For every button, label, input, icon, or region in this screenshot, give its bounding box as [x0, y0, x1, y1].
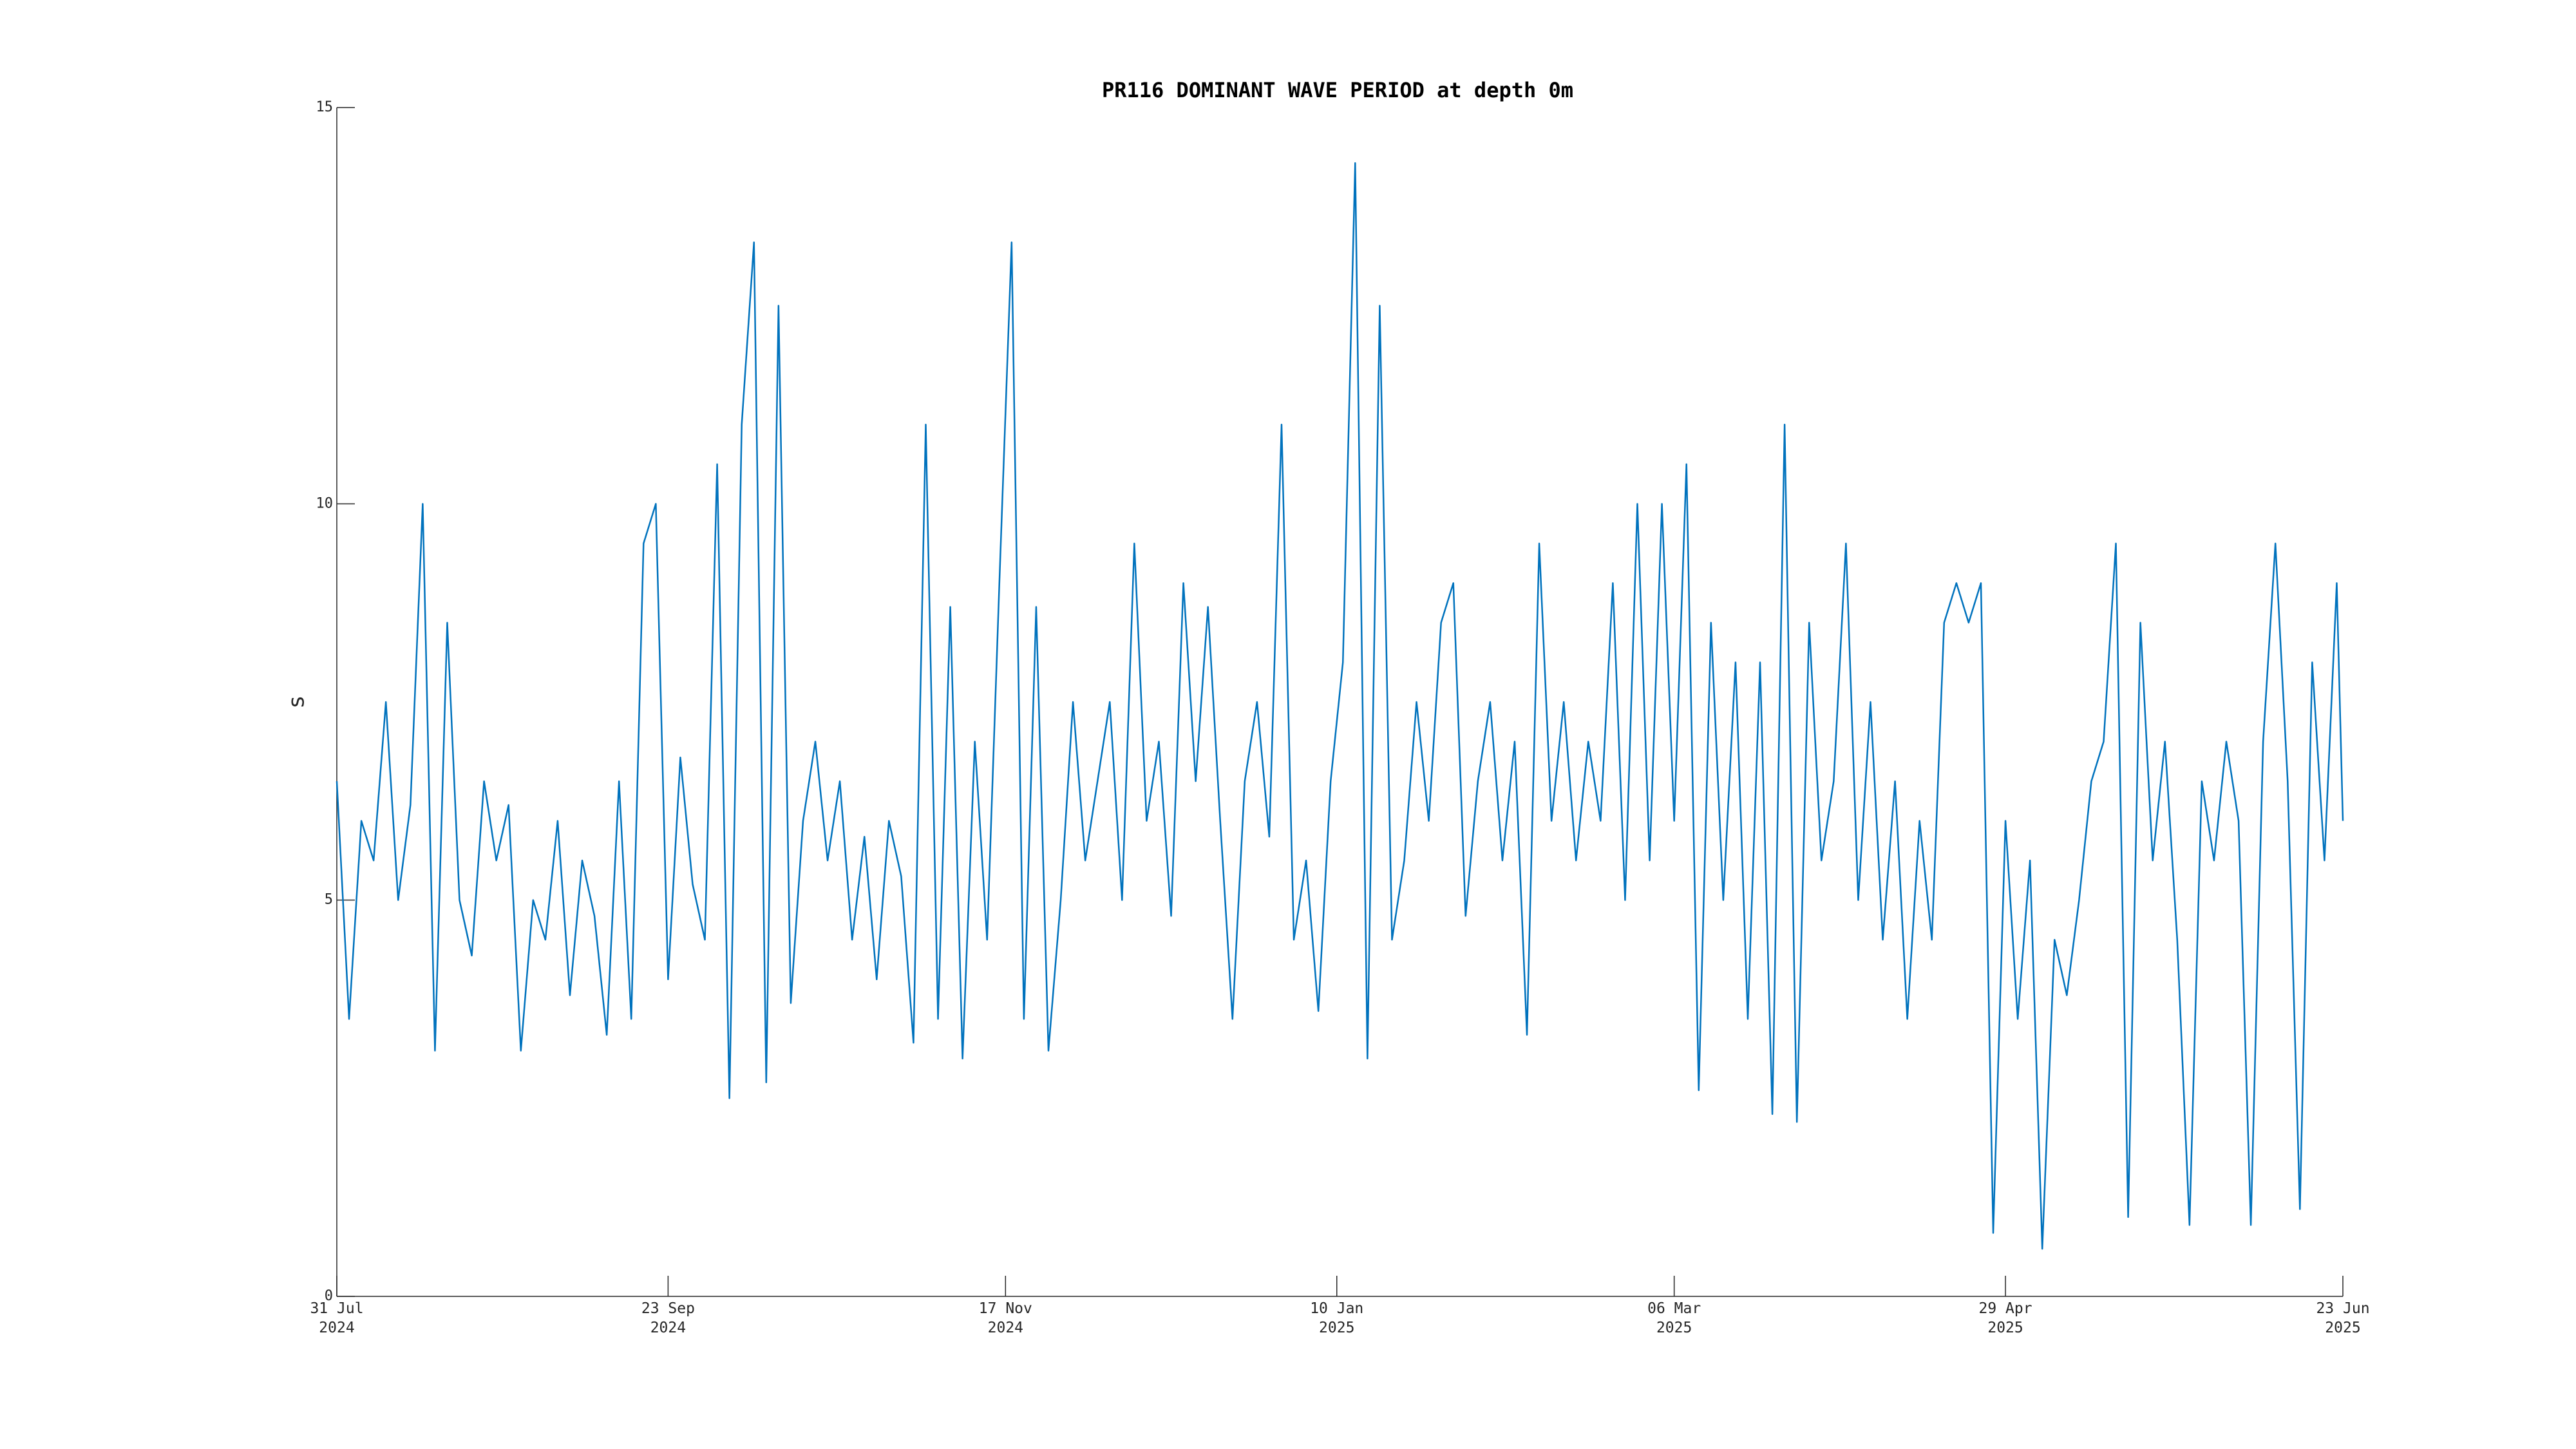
data-line: [336, 162, 2344, 1250]
y-axis-label: s: [284, 696, 310, 708]
x-tick-label: 17 Nov 2024: [978, 1300, 1032, 1336]
x-tick-label: 23 Sep 2024: [641, 1300, 695, 1336]
x-tick-label: 29 Apr 2025: [1978, 1300, 2032, 1336]
y-tick-label: 0: [325, 1288, 333, 1304]
y-tick-label: 5: [325, 892, 333, 908]
y-tick-label: 15: [316, 99, 334, 115]
x-tick-label: 06 Mar 2025: [1647, 1300, 1701, 1336]
x-tick-label: 10 Jan 2025: [1310, 1300, 1364, 1336]
x-tick-label: 31 Jul 2024: [310, 1300, 364, 1336]
x-tick-label: 23 Jun 2025: [2316, 1300, 2370, 1336]
chart-title: PR116 DOMINANT WAVE PERIOD at depth 0m: [1102, 78, 1573, 102]
y-tick-label: 10: [316, 495, 334, 511]
